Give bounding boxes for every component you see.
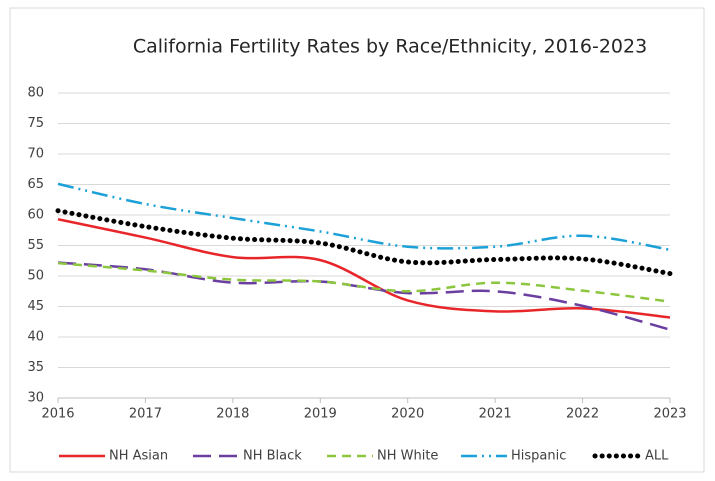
y-tick-label: 70 — [27, 147, 44, 162]
x-tick-label: 2022 — [566, 407, 599, 422]
y-tick-label: 55 — [27, 238, 44, 253]
y-tick-label: 75 — [27, 116, 44, 131]
x-tick-label: 2023 — [653, 407, 686, 422]
x-tick-label: 2020 — [391, 407, 424, 422]
series-line — [57, 218, 671, 319]
y-tick-label: 60 — [27, 208, 44, 223]
y-tick-label: 45 — [27, 299, 44, 314]
legend-label: NH Asian — [109, 449, 168, 464]
legend-label: Hispanic — [511, 449, 566, 464]
series-line — [57, 182, 671, 252]
series-line — [55, 208, 673, 277]
x-tick-label: 2019 — [304, 407, 337, 422]
y-tick-label: 35 — [27, 360, 44, 375]
y-tick-label: 80 — [27, 86, 44, 101]
y-tick-label: 50 — [27, 269, 44, 284]
chart-title: California Fertility Rates by Race/Ethni… — [133, 36, 647, 58]
y-tick-label: 30 — [27, 391, 44, 406]
x-tick-label: 2016 — [41, 407, 74, 422]
legend-label: NH Black — [243, 449, 302, 464]
legend-label: NH White — [377, 449, 438, 464]
x-tick-label: 2021 — [479, 407, 512, 422]
x-tick-label: 2017 — [129, 407, 162, 422]
y-tick-label: 40 — [27, 330, 44, 345]
legend-label: ALL — [645, 449, 669, 464]
x-tick-label: 2018 — [216, 407, 249, 422]
y-tick-label: 65 — [27, 177, 44, 192]
chart-border — [9, 7, 705, 473]
series-line — [57, 261, 671, 303]
